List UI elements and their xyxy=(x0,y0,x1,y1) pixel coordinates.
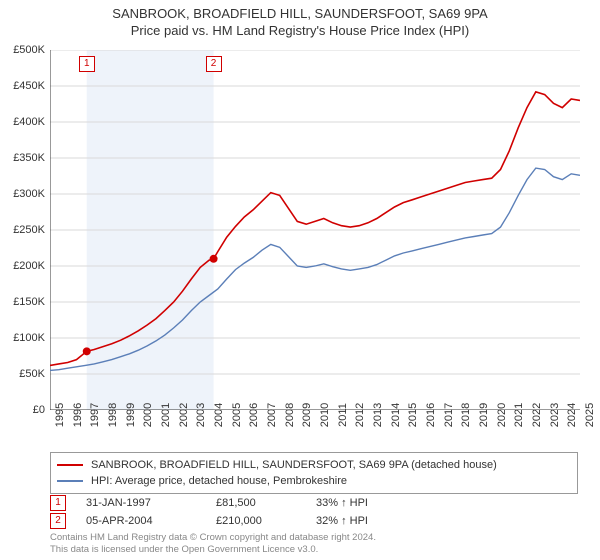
transaction-price-1: £81,500 xyxy=(216,494,316,512)
legend-label-1: SANBROOK, BROADFIELD HILL, SAUNDERSFOOT,… xyxy=(91,457,497,473)
title-sub: Price paid vs. HM Land Registry's House … xyxy=(0,23,600,38)
transaction-pct-2: 32% ↑ HPI xyxy=(316,512,416,530)
legend-swatch-1 xyxy=(57,464,83,466)
footer-line-1: Contains HM Land Registry data © Crown c… xyxy=(50,532,376,544)
legend-row-1: SANBROOK, BROADFIELD HILL, SAUNDERSFOOT,… xyxy=(57,457,571,473)
transaction-rows: 1 31-JAN-1997 £81,500 33% ↑ HPI 2 05-APR… xyxy=(50,494,578,530)
title-block: SANBROOK, BROADFIELD HILL, SAUNDERSFOOT,… xyxy=(0,0,600,38)
chart-container: SANBROOK, BROADFIELD HILL, SAUNDERSFOOT,… xyxy=(0,0,600,560)
chart-marker-2: 2 xyxy=(206,56,222,72)
legend-row-2: HPI: Average price, detached house, Pemb… xyxy=(57,473,571,489)
legend-box: SANBROOK, BROADFIELD HILL, SAUNDERSFOOT,… xyxy=(50,452,578,494)
transaction-date-2: 05-APR-2004 xyxy=(86,512,216,530)
transaction-row-2: 2 05-APR-2004 £210,000 32% ↑ HPI xyxy=(50,512,578,530)
chart-area: £0£50K£100K£150K£200K£250K£300K£350K£400… xyxy=(50,50,580,410)
legend-swatch-2 xyxy=(57,480,83,482)
plot-svg xyxy=(50,50,580,410)
transaction-date-1: 31-JAN-1997 xyxy=(86,494,216,512)
footer-line-2: This data is licensed under the Open Gov… xyxy=(50,544,376,556)
transaction-pct-1: 33% ↑ HPI xyxy=(316,494,416,512)
chart-marker-1: 1 xyxy=(79,56,95,72)
legend-label-2: HPI: Average price, detached house, Pemb… xyxy=(91,473,347,489)
footer: Contains HM Land Registry data © Crown c… xyxy=(50,532,376,556)
transaction-marker-1: 1 xyxy=(50,495,66,511)
title-main: SANBROOK, BROADFIELD HILL, SAUNDERSFOOT,… xyxy=(0,6,600,21)
transaction-marker-2: 2 xyxy=(50,513,66,529)
transaction-row-1: 1 31-JAN-1997 £81,500 33% ↑ HPI xyxy=(50,494,578,512)
transaction-price-2: £210,000 xyxy=(216,512,316,530)
